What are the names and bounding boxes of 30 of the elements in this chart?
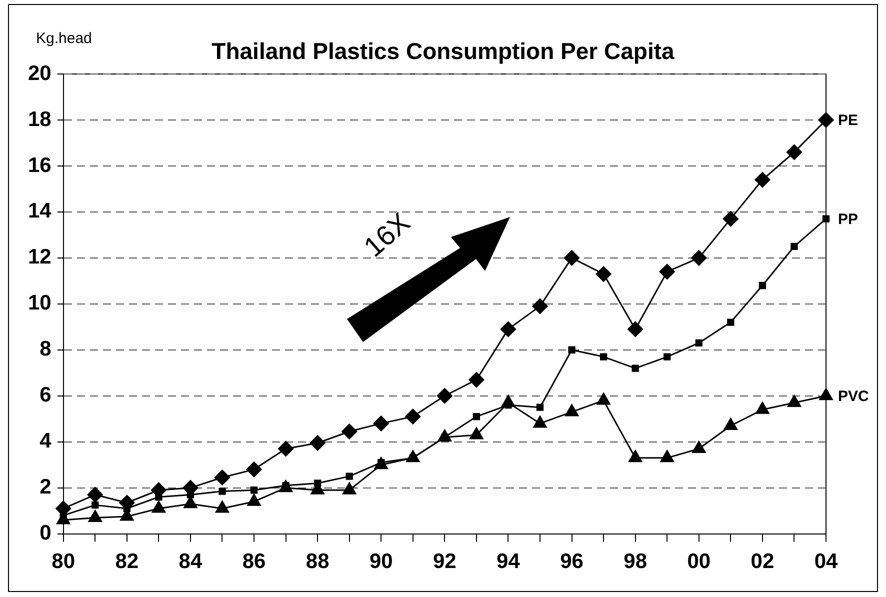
y-tick-label: 14 [28, 200, 52, 223]
x-tick-label: 96 [560, 550, 584, 574]
x-tick-label: 98 [624, 550, 648, 574]
x-tick-label: 04 [814, 550, 838, 574]
x-tick-label: 82 [115, 550, 139, 574]
y-tick-label: 10 [28, 292, 52, 315]
y-axis-title: Kg.head [36, 30, 92, 47]
y-tick-label: 18 [28, 108, 52, 131]
y-tick-label: 16 [28, 154, 52, 177]
chart-title: Thailand Plastics Consumption Per Capita [212, 38, 674, 64]
x-tick-label: 88 [306, 550, 330, 574]
series-label: PE [838, 112, 858, 130]
series-label: PVC [838, 388, 870, 405]
x-tick-label: 80 [52, 550, 76, 574]
x-tick-label: 92 [433, 550, 456, 574]
x-tick-label: 00 [687, 550, 711, 574]
y-tick-label: 4 [40, 430, 52, 453]
series-label: PP [838, 210, 858, 228]
y-tick-label: 2 [40, 476, 52, 499]
x-tick-label: 86 [242, 550, 266, 574]
x-tick-label: 90 [369, 550, 393, 574]
y-tick-label: 8 [40, 338, 52, 361]
annotation: 16X [358, 206, 416, 263]
x-tick-label: 94 [496, 550, 520, 574]
y-tick-label: 6 [40, 384, 52, 407]
y-tick-label: 12 [28, 246, 52, 269]
y-tick-label: 0 [40, 522, 52, 545]
x-tick-label: 02 [750, 550, 774, 574]
y-tick-label: 20 [28, 62, 52, 85]
x-tick-label: 84 [178, 550, 202, 574]
